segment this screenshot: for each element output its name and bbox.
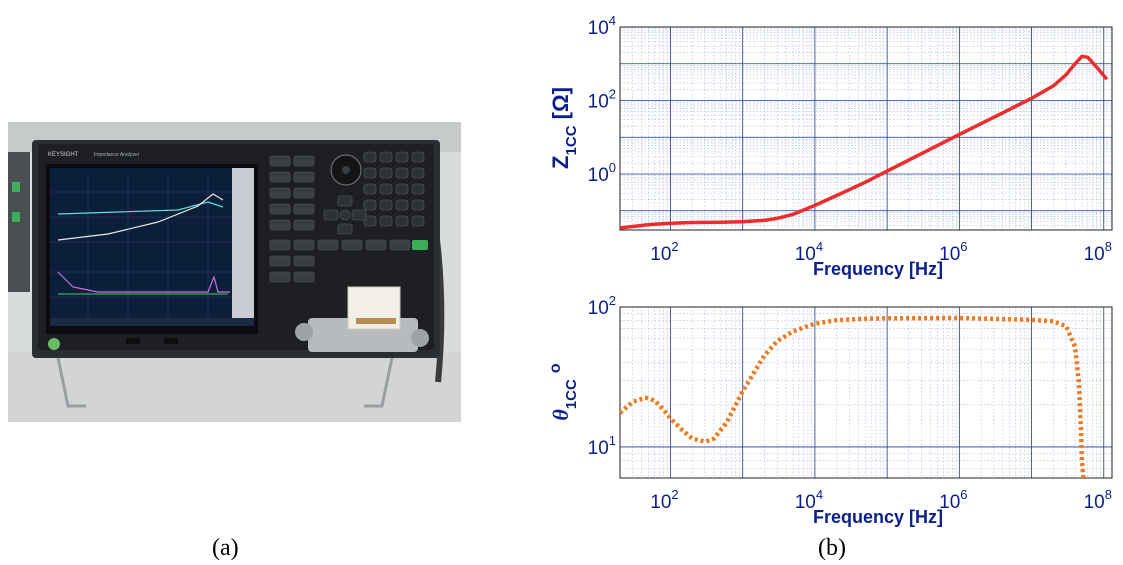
y-tick-base: 10: [588, 438, 609, 459]
x-tick-label: 104: [795, 487, 823, 513]
y-tick-label: 101: [588, 433, 616, 459]
plot-area: [620, 27, 1112, 230]
y-tick-exp: 1: [609, 433, 616, 448]
x-tick-base: 10: [939, 492, 960, 513]
y-tick-exp: 2: [609, 87, 616, 102]
x-tick-label: 102: [650, 239, 678, 265]
x-tick-label: 102: [650, 487, 678, 513]
y-tick-base: 10: [588, 92, 609, 113]
x-tick-base: 10: [650, 492, 671, 513]
x-tick-base: 10: [939, 244, 960, 265]
x-tick-label: 108: [1084, 239, 1112, 265]
y-tick-base: 10: [588, 165, 609, 186]
x-tick-label: 106: [939, 487, 967, 513]
y-axis-unit: [Ω]: [548, 87, 573, 125]
x-tick-base: 10: [795, 244, 816, 265]
y-axis-subscript: 1CC: [563, 125, 580, 155]
x-tick-exp: 8: [1105, 239, 1112, 254]
x-tick-exp: 2: [671, 239, 678, 254]
y-axis-symbol: θ: [548, 409, 573, 421]
x-tick-label: 108: [1084, 487, 1112, 513]
x-tick-label: 104: [795, 239, 823, 265]
x-axis-title: Frequency [Hz]: [813, 259, 943, 279]
y-tick-exp: 0: [609, 160, 616, 175]
y-tick-exp: 2: [609, 293, 616, 308]
series-line-0: [620, 315, 1086, 478]
y-tick-label: 102: [588, 87, 616, 113]
y-tick-label: 102: [588, 293, 616, 319]
y-tick-label: 100: [588, 160, 616, 186]
x-axis-title: Frequency [Hz]: [813, 507, 943, 527]
x-tick-base: 10: [1084, 244, 1105, 265]
x-tick-exp: 2: [671, 487, 678, 502]
x-tick-exp: 8: [1105, 487, 1112, 502]
y-tick-label: 104: [588, 13, 616, 39]
x-tick-exp: 4: [816, 487, 823, 502]
impedance-analyzer-photo: KEYSIGHT Impedance Analyzer: [8, 122, 461, 422]
x-tick-base: 10: [795, 492, 816, 513]
plot-area: [620, 307, 1112, 478]
y-axis-title: θ1CC o: [547, 363, 580, 420]
model-label: Impedance Analyzer: [94, 152, 140, 158]
plot-frame: [619, 26, 1113, 231]
x-tick-base: 10: [1084, 492, 1105, 513]
brand-label: KEYSIGHT: [48, 152, 79, 158]
y-tick-exp: 4: [609, 13, 616, 28]
y-axis-symbol: Z: [548, 155, 573, 168]
x-tick-exp: 4: [816, 239, 823, 254]
x-tick-exp: 6: [960, 487, 967, 502]
caption-b: (b): [818, 535, 846, 561]
x-tick-base: 10: [650, 244, 671, 265]
y-axis-subscript: 1CC: [563, 379, 580, 409]
y-axis-title: Z1CC [Ω]: [548, 87, 580, 169]
caption-a: (a): [212, 535, 239, 561]
y-tick-base: 10: [588, 18, 609, 39]
series-line-0: [620, 54, 1109, 230]
x-tick-label: 106: [939, 239, 967, 265]
plot-frame: [619, 306, 1113, 479]
y-tick-base: 10: [588, 298, 609, 319]
y-axis-superscript: o: [547, 363, 564, 373]
x-tick-exp: 6: [960, 239, 967, 254]
